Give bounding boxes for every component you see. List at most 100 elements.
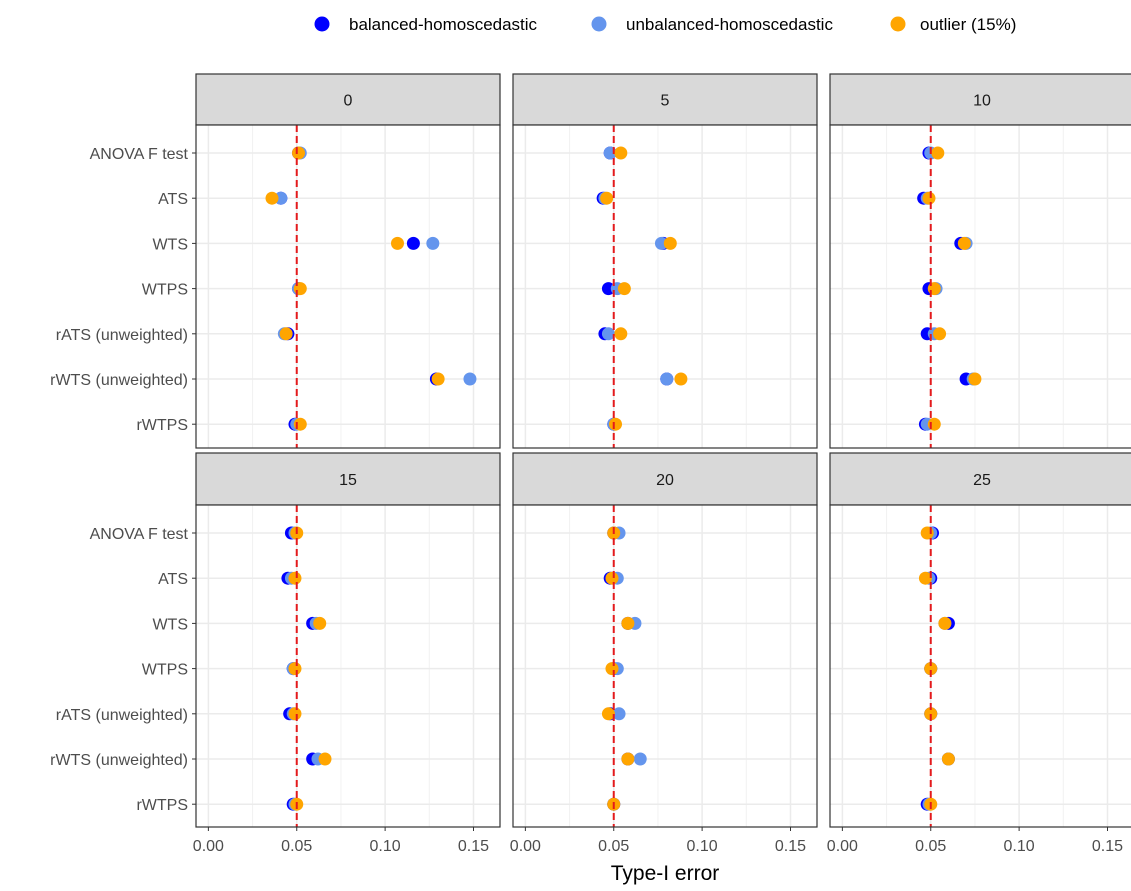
panel-border — [512, 504, 818, 828]
panel-border — [829, 504, 1131, 828]
point-rwts-unweighted--s2 — [674, 372, 688, 386]
facet-strip — [829, 73, 1131, 126]
point-rats-unweighted--s1 — [601, 327, 615, 341]
point-ats-s2 — [600, 191, 614, 205]
facet-panel-10: 10 — [829, 73, 1131, 449]
point-wtps-s2 — [293, 282, 307, 296]
point-wts-s1 — [426, 236, 440, 250]
panel-border — [195, 124, 501, 449]
point-anova-f-test-s2 — [292, 146, 306, 160]
panel-background — [513, 505, 817, 827]
x-tick-label: 0.15 — [775, 838, 806, 855]
legend-label-0: balanced-homoscedastic — [349, 15, 538, 34]
legend-key-1 — [591, 16, 607, 32]
y-tick-label: ANOVA F test — [90, 526, 189, 543]
x-tick-label: 0.05 — [281, 838, 312, 855]
point-wts-s2 — [390, 236, 404, 250]
point-rats-unweighted--s2 — [933, 327, 947, 341]
facet-panel-0: 0 ANOVA F test ATS WTS WTPS rATS (unweighted)… — [50, 73, 501, 449]
point-rwtps-s2 — [609, 417, 623, 431]
y-tick-label: ATS — [158, 191, 188, 208]
point-rwts-unweighted--s2 — [431, 372, 445, 386]
point-rwtps-s2 — [293, 417, 307, 431]
point-ats-s2 — [605, 571, 619, 585]
point-wtps-s2 — [617, 282, 631, 296]
legend-key-2 — [890, 16, 906, 32]
point-ats-s2 — [918, 571, 932, 585]
panel-background — [830, 125, 1131, 448]
point-rwts-unweighted--s2 — [318, 752, 332, 766]
panel-background — [196, 505, 500, 827]
x-tick-label: 0.00 — [193, 838, 224, 855]
legend-key-0 — [314, 16, 330, 32]
point-rwtps-s2 — [927, 417, 941, 431]
point-rats-unweighted--s2 — [601, 707, 615, 721]
facet-strip-label: 0 — [344, 93, 353, 110]
facet-panel-20: 20 0.00 0.05 0.10 0.15 — [510, 452, 818, 855]
point-rats-unweighted--s2 — [614, 327, 628, 341]
facet-strip — [512, 73, 818, 126]
facet-strip-label: 20 — [656, 472, 674, 489]
panel-background — [513, 125, 817, 448]
y-tick-label: rWTS (unweighted) — [50, 372, 188, 389]
facet-panel-15: 15 ANOVA F test ATS WTS WTPS rATS (unweighted… — [50, 452, 501, 855]
point-rats-unweighted--s2 — [279, 327, 293, 341]
x-tick-label: 0.05 — [598, 838, 629, 855]
point-rats-unweighted--s1 — [612, 707, 626, 721]
x-tick-label: 0.10 — [1004, 838, 1035, 855]
facet-strip — [195, 73, 501, 126]
point-wts-s0 — [406, 236, 420, 250]
point-wts-s2 — [663, 236, 677, 250]
panel-border — [829, 124, 1131, 449]
point-wts-s2 — [313, 616, 327, 630]
point-wtps-s2 — [924, 662, 938, 676]
point-wtps-s2 — [927, 282, 941, 296]
point-rwts-unweighted--s1 — [633, 752, 647, 766]
y-tick-label: rATS (unweighted) — [56, 327, 188, 344]
x-tick-label: 0.00 — [827, 838, 858, 855]
point-anova-f-test-s2 — [920, 526, 934, 540]
y-tick-label: rATS (unweighted) — [56, 707, 188, 724]
facet-strip — [829, 452, 1131, 506]
point-wtps-s2 — [605, 662, 619, 676]
facet-panel-25: 25 0.00 0.05 0.10 0.15 — [827, 452, 1131, 855]
y-tick-label: WTS — [152, 616, 188, 633]
facet-strip-label: 5 — [661, 93, 670, 110]
y-tick-label: WTPS — [142, 282, 188, 299]
panel-border — [512, 124, 818, 449]
y-tick-label: WTPS — [142, 662, 188, 679]
point-wts-s2 — [957, 236, 971, 250]
x-tick-label: 0.00 — [510, 838, 541, 855]
legend-label-2: outlier (15%) — [920, 15, 1016, 34]
facet-strip-label: 15 — [339, 472, 357, 489]
x-tick-label: 0.15 — [458, 838, 489, 855]
y-tick-label: ATS — [158, 571, 188, 588]
y-tick-label: ANOVA F test — [90, 146, 189, 163]
facet-strip-label: 25 — [973, 472, 991, 489]
x-tick-label: 0.10 — [370, 838, 401, 855]
x-axis-title: Type-I error — [611, 862, 720, 885]
point-ats-s2 — [922, 191, 936, 205]
point-rwts-unweighted--s2 — [941, 752, 955, 766]
panel-background — [830, 505, 1131, 827]
y-tick-label: rWTS (unweighted) — [50, 752, 188, 769]
point-rats-unweighted--s2 — [924, 707, 938, 721]
panel-border — [195, 504, 501, 828]
x-tick-label: 0.10 — [687, 838, 718, 855]
facet-strip — [512, 452, 818, 506]
facet-panel-5: 5 — [512, 73, 818, 449]
x-tick-label: 0.05 — [915, 838, 946, 855]
y-tick-label: rWTPS — [136, 797, 188, 814]
point-wts-s2 — [621, 616, 635, 630]
point-ats-s2 — [288, 571, 302, 585]
point-rwts-unweighted--s2 — [968, 372, 982, 386]
facet-strip-label: 10 — [973, 93, 991, 110]
point-anova-f-test-s2 — [614, 146, 628, 160]
point-ats-s2 — [265, 191, 279, 205]
point-wts-s2 — [938, 616, 952, 630]
point-wtps-s2 — [288, 662, 302, 676]
point-anova-f-test-s2 — [931, 146, 945, 160]
y-tick-label: rWTPS — [136, 417, 188, 434]
point-rwts-unweighted--s1 — [660, 372, 674, 386]
